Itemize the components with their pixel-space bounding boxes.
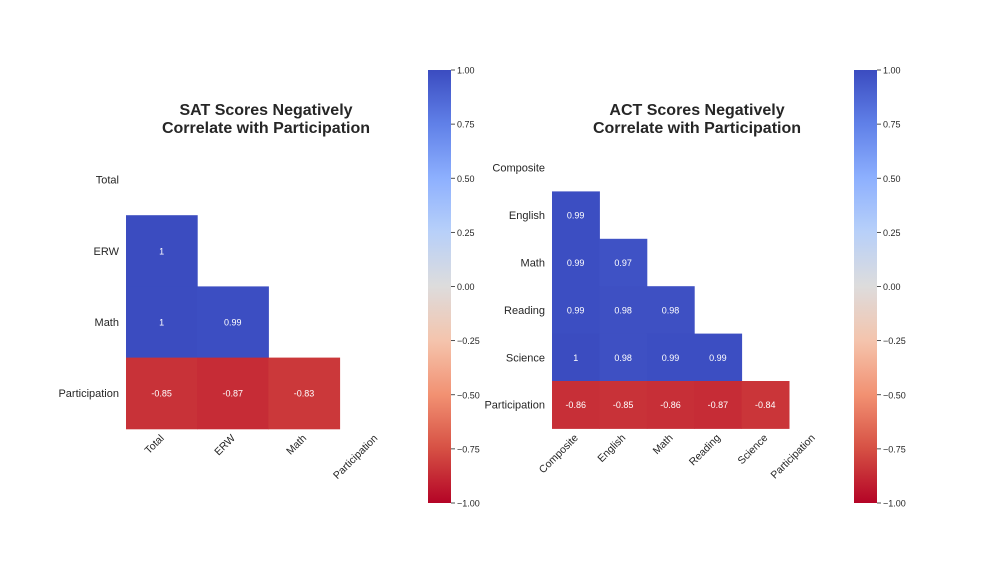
act-cell-english-composite (552, 191, 600, 240)
sat-colorbar-tick-label: 0.25 (457, 228, 475, 238)
act-cell-label-science-composite: 1 (573, 353, 578, 363)
act-cell-participation-math (646, 381, 695, 429)
act-cell-reading-math (646, 286, 695, 335)
act-cell-math-composite (552, 238, 600, 287)
act-colorbar-tick-label: −1.00 (883, 499, 906, 509)
act-colorbar-tick-label: 0.00 (883, 282, 901, 292)
act-colorbar-tick-label: 1.00 (883, 66, 901, 76)
act-cell-label-reading-english: 0.98 (614, 305, 632, 315)
sat-colorbar-tick-label: −1.00 (457, 499, 480, 509)
act-colorbar-tick-label: −0.75 (883, 444, 906, 454)
act-colorbar-tick-label: 0.75 (883, 120, 901, 130)
act-cell-reading-composite (552, 286, 600, 335)
act-cell-label-participation-science: -0.84 (755, 400, 776, 410)
act-cell-math-english (599, 238, 648, 287)
sat-chart-title: SAT Scores Negatively Correlate with Part… (162, 102, 370, 137)
act-cell-science-reading (694, 333, 743, 382)
sat-colorbar-tick-label: 1.00 (457, 66, 475, 76)
sat-row-label-total: Total (96, 175, 119, 187)
act-cell-label-participation-math: -0.86 (660, 400, 681, 410)
act-colorbar-tick-label: 0.25 (883, 228, 901, 238)
act-cell-label-math-composite: 0.99 (567, 258, 585, 268)
sat-colorbar-tick-label: 0.00 (457, 282, 475, 292)
act-colorbar-tick-label: −0.25 (883, 336, 906, 346)
act-chart-title: ACT Scores Negatively Correlate with Part… (593, 102, 801, 137)
sat-colorbar-tick-label: 0.75 (457, 120, 475, 130)
act-cell-science-english (599, 333, 648, 382)
act-cell-label-participation-composite: -0.86 (565, 400, 586, 410)
act-cell-participation-science (741, 381, 790, 429)
act-cell-label-science-reading: 0.99 (709, 353, 727, 363)
sat-cell-math-erw (197, 286, 269, 359)
sat-cell-participation-total (126, 357, 198, 430)
sat-row-label-participation: Participation (58, 388, 119, 400)
act-cell-label-english-composite: 0.99 (567, 211, 585, 221)
act-cell-label-science-math: 0.99 (662, 353, 680, 363)
act-cell-participation-composite (552, 381, 600, 429)
sat-colorbar-tick-label: −0.50 (457, 390, 480, 400)
sat-cell-label-math-total: 1 (159, 318, 164, 328)
act-cell-science-math (646, 333, 695, 382)
sat-colorbar-tick-label: −0.75 (457, 444, 480, 454)
act-row-label-composite: Composite (492, 163, 545, 175)
sat-colorbar (428, 70, 451, 503)
sat-row-label-math: Math (95, 317, 119, 329)
sat-cell-label-erw-total: 1 (159, 246, 164, 256)
act-colorbar-tick-label: 0.50 (883, 174, 901, 184)
sat-cell-label-math-erw: 0.99 (224, 318, 242, 328)
act-cell-label-participation-english: -0.85 (613, 400, 634, 410)
sat-cell-label-participation-erw: -0.87 (223, 389, 244, 399)
sat-row-label-erw: ERW (94, 246, 120, 258)
act-colorbar-tick-label: −0.50 (883, 390, 906, 400)
act-cell-label-reading-composite: 0.99 (567, 305, 585, 315)
act-cell-label-math-english: 0.97 (614, 258, 632, 268)
act-row-label-math: Math (521, 258, 545, 270)
sat-cell-math-total (126, 286, 198, 359)
sat-cell-label-participation-math: -0.83 (294, 389, 315, 399)
sat-heatmap-panel: SAT Scores Negatively Correlate with Part… (58, 66, 479, 509)
act-row-label-reading: Reading (504, 305, 545, 317)
act-cell-participation-english (599, 381, 648, 429)
sat-cell-erw-total (126, 215, 198, 287)
act-row-label-science: Science (506, 352, 545, 364)
act-colorbar (854, 70, 877, 503)
sat-colorbar-tick-label: 0.50 (457, 174, 475, 184)
act-row-label-participation: Participation (484, 400, 545, 412)
act-cell-label-reading-math: 0.98 (662, 305, 680, 315)
sat-colorbar-tick-label: −0.25 (457, 336, 480, 346)
sat-cell-label-participation-total: -0.85 (151, 389, 172, 399)
act-cell-science-composite (552, 333, 600, 382)
sat-cell-participation-math (268, 357, 341, 430)
sat-cell-participation-erw (197, 357, 269, 430)
act-cell-label-science-english: 0.98 (614, 353, 632, 363)
act-cell-label-participation-reading: -0.87 (708, 400, 729, 410)
act-cell-participation-reading (694, 381, 743, 429)
act-row-label-english: English (509, 210, 545, 222)
act-cell-reading-english (599, 286, 648, 335)
